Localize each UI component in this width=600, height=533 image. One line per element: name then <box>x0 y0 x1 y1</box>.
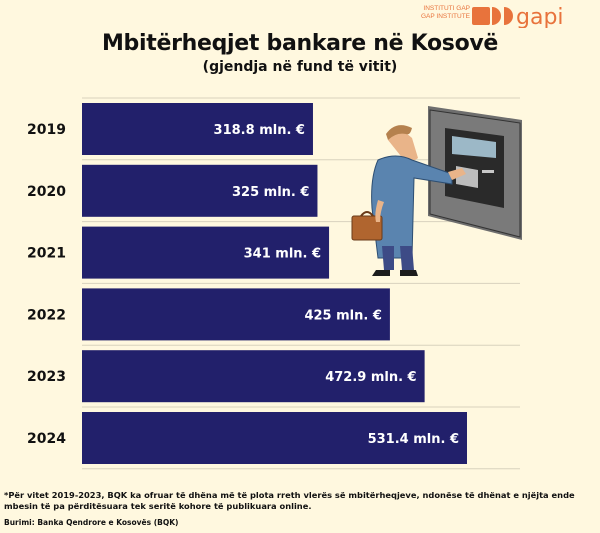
bar-2024 <box>82 412 467 464</box>
logo-line-1: INSTITUTI GAP <box>423 5 470 12</box>
bar-2023 <box>82 350 425 403</box>
logo-text: INSTITUTI GAP GAP INSTITUTE <box>404 5 470 21</box>
category-label-2022: 2022 <box>27 307 66 323</box>
category-label-2019: 2019 <box>27 122 66 138</box>
data-label-2020: 325 mln. € <box>232 185 309 200</box>
data-label-2023: 472.9 mln. € <box>325 370 416 385</box>
gap-logo-icon: gapi <box>472 5 564 28</box>
source-note: Burimi: Banka Qendrore e Kosovës (BQK) <box>4 518 179 527</box>
atm-user-illustration-icon <box>351 106 522 276</box>
chart-subtitle: (gjendja në fund të vitit) <box>202 59 398 75</box>
logo-line-2: GAP INSTITUTE <box>421 13 470 20</box>
brand-text: gapi <box>516 5 564 28</box>
bar-2022 <box>82 288 390 341</box>
data-label-2021: 341 mln. € <box>244 247 321 262</box>
bar-2019 <box>82 103 313 155</box>
category-label-2024: 2024 <box>27 431 66 447</box>
category-label-2021: 2021 <box>27 246 66 262</box>
category-label-2020: 2020 <box>27 184 66 200</box>
chart-title: Mbitërheqjet bankare në Kosovë <box>101 31 499 56</box>
category-label-2023: 2023 <box>27 369 66 385</box>
data-label-2022: 425 mln. € <box>304 308 381 323</box>
footnote: *Për vitet 2019-2023, BQK ka ofruar të d… <box>4 490 575 511</box>
bar-chart: 2019 318.8 mln. € 2020 325 mln. € 2021 341 ml… <box>27 97 520 470</box>
data-label-2019: 318.8 mln. € <box>214 123 305 138</box>
bar-2020 <box>82 164 318 217</box>
bars: 2019 318.8 mln. € 2020 325 mln. € 2021 341 ml… <box>27 103 467 464</box>
bar-2021 <box>82 226 330 279</box>
data-label-2024: 531.4 mln. € <box>368 432 459 447</box>
